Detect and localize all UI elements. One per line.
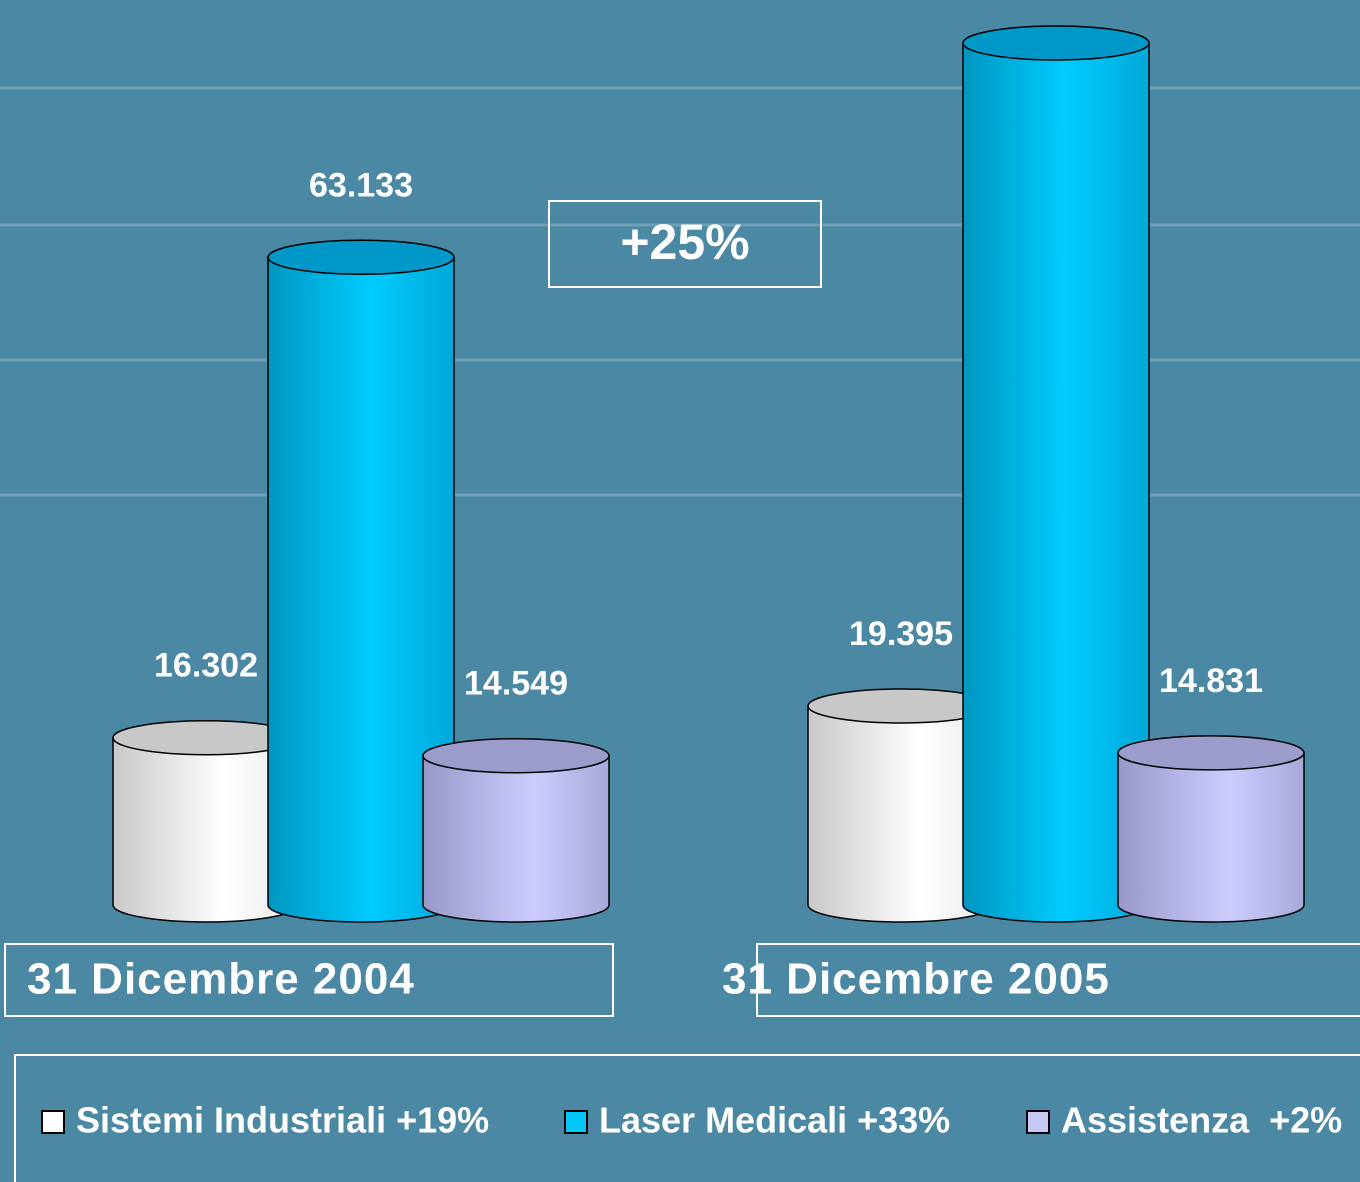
legend-label: Laser Medicali +33% — [599, 1100, 950, 1141]
category-label: 31 Dicembre 2005 — [722, 955, 1110, 1004]
legend-box — [14, 1054, 1360, 1182]
background-lines — [0, 86, 1360, 497]
data-label: 14.549 — [464, 665, 568, 703]
cylinder-top — [962, 25, 1150, 61]
cylinder-top — [1117, 735, 1305, 771]
category-box — [756, 943, 1360, 1017]
legend-swatch — [1026, 1110, 1050, 1134]
cylinder-top — [267, 239, 455, 276]
legend-label: Sistemi Industriali +19% — [76, 1100, 489, 1141]
data-label: 63.133 — [309, 166, 413, 204]
data-label: 16.302 — [154, 647, 258, 685]
category-box — [4, 943, 614, 1017]
data-label: 14.831 — [1159, 662, 1263, 700]
legend-swatch — [41, 1110, 65, 1134]
legend-swatch — [564, 1110, 588, 1134]
cylinder-body — [422, 754, 610, 923]
cylinder-body — [1117, 752, 1305, 923]
category-label: 31 Dicembre 2004 — [27, 955, 415, 1004]
annotation-box — [548, 200, 822, 288]
data-label: 19.395 — [849, 615, 953, 653]
cylinder-top — [422, 737, 610, 774]
legend-label: Assistenza +2% — [1061, 1100, 1342, 1141]
annotation: +25% — [620, 214, 749, 270]
